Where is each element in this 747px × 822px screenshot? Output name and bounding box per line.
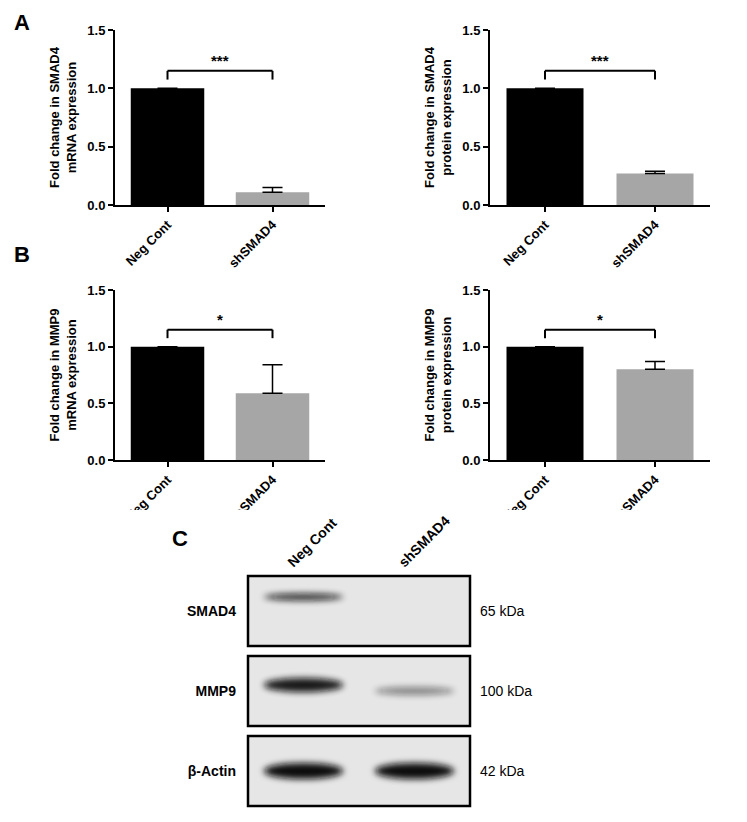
svg-text:1.5: 1.5: [87, 23, 105, 38]
svg-text:Fold change in SMAD4mRNA expre: Fold change in SMAD4mRNA expression: [47, 46, 79, 188]
svg-text:A: A: [14, 10, 30, 35]
svg-text:1.0: 1.0: [462, 81, 480, 96]
svg-text:shSMAD4: shSMAD4: [608, 217, 662, 271]
svg-text:shSMAD4: shSMAD4: [226, 217, 280, 271]
svg-text:1.0: 1.0: [87, 339, 105, 354]
svg-text:***: ***: [591, 52, 609, 69]
svg-text:***: ***: [211, 52, 229, 69]
svg-text:shSMAD4: shSMAD4: [395, 512, 453, 570]
svg-text:Neg Cont: Neg Cont: [500, 472, 552, 510]
svg-text:0.5: 0.5: [462, 139, 480, 154]
svg-text:65 kDa: 65 kDa: [480, 603, 525, 619]
svg-text:shSMAD4: shSMAD4: [608, 472, 662, 510]
svg-text:0.0: 0.0: [462, 453, 480, 468]
svg-text:Neg Cont: Neg Cont: [123, 217, 175, 269]
svg-text:Neg Cont: Neg Cont: [284, 515, 340, 571]
svg-text:100 kDa: 100 kDa: [480, 683, 532, 699]
svg-text:B: B: [14, 242, 30, 267]
svg-text:0.0: 0.0: [462, 198, 480, 213]
svg-text:SMAD4: SMAD4: [187, 603, 236, 619]
svg-text:0.0: 0.0: [87, 198, 105, 213]
svg-text:Neg Cont: Neg Cont: [123, 472, 175, 510]
svg-text:Fold change in MMP9protein exp: Fold change in MMP9protein expression: [422, 309, 454, 442]
svg-text:*: *: [217, 311, 223, 328]
svg-text:C: C: [172, 526, 188, 551]
svg-text:*: *: [597, 311, 603, 328]
svg-text:Fold change in SMAD4protein ex: Fold change in SMAD4protein expression: [422, 46, 454, 188]
svg-text:β-Actin: β-Actin: [188, 763, 236, 779]
svg-text:0.5: 0.5: [87, 396, 105, 411]
svg-text:MMP9: MMP9: [196, 683, 237, 699]
svg-text:1.0: 1.0: [462, 339, 480, 354]
svg-text:1.5: 1.5: [462, 283, 480, 298]
svg-text:1.0: 1.0: [87, 81, 105, 96]
svg-text:shSMAD4: shSMAD4: [226, 472, 280, 510]
svg-text:0.5: 0.5: [87, 139, 105, 154]
svg-text:1.5: 1.5: [462, 23, 480, 38]
svg-text:0.5: 0.5: [462, 396, 480, 411]
svg-text:Neg Cont: Neg Cont: [500, 217, 552, 269]
svg-text:42 kDa: 42 kDa: [480, 763, 525, 779]
svg-text:1.5: 1.5: [87, 283, 105, 298]
svg-text:Fold change in MMP9mRNA expres: Fold change in MMP9mRNA expression: [47, 309, 79, 442]
svg-text:0.0: 0.0: [87, 453, 105, 468]
